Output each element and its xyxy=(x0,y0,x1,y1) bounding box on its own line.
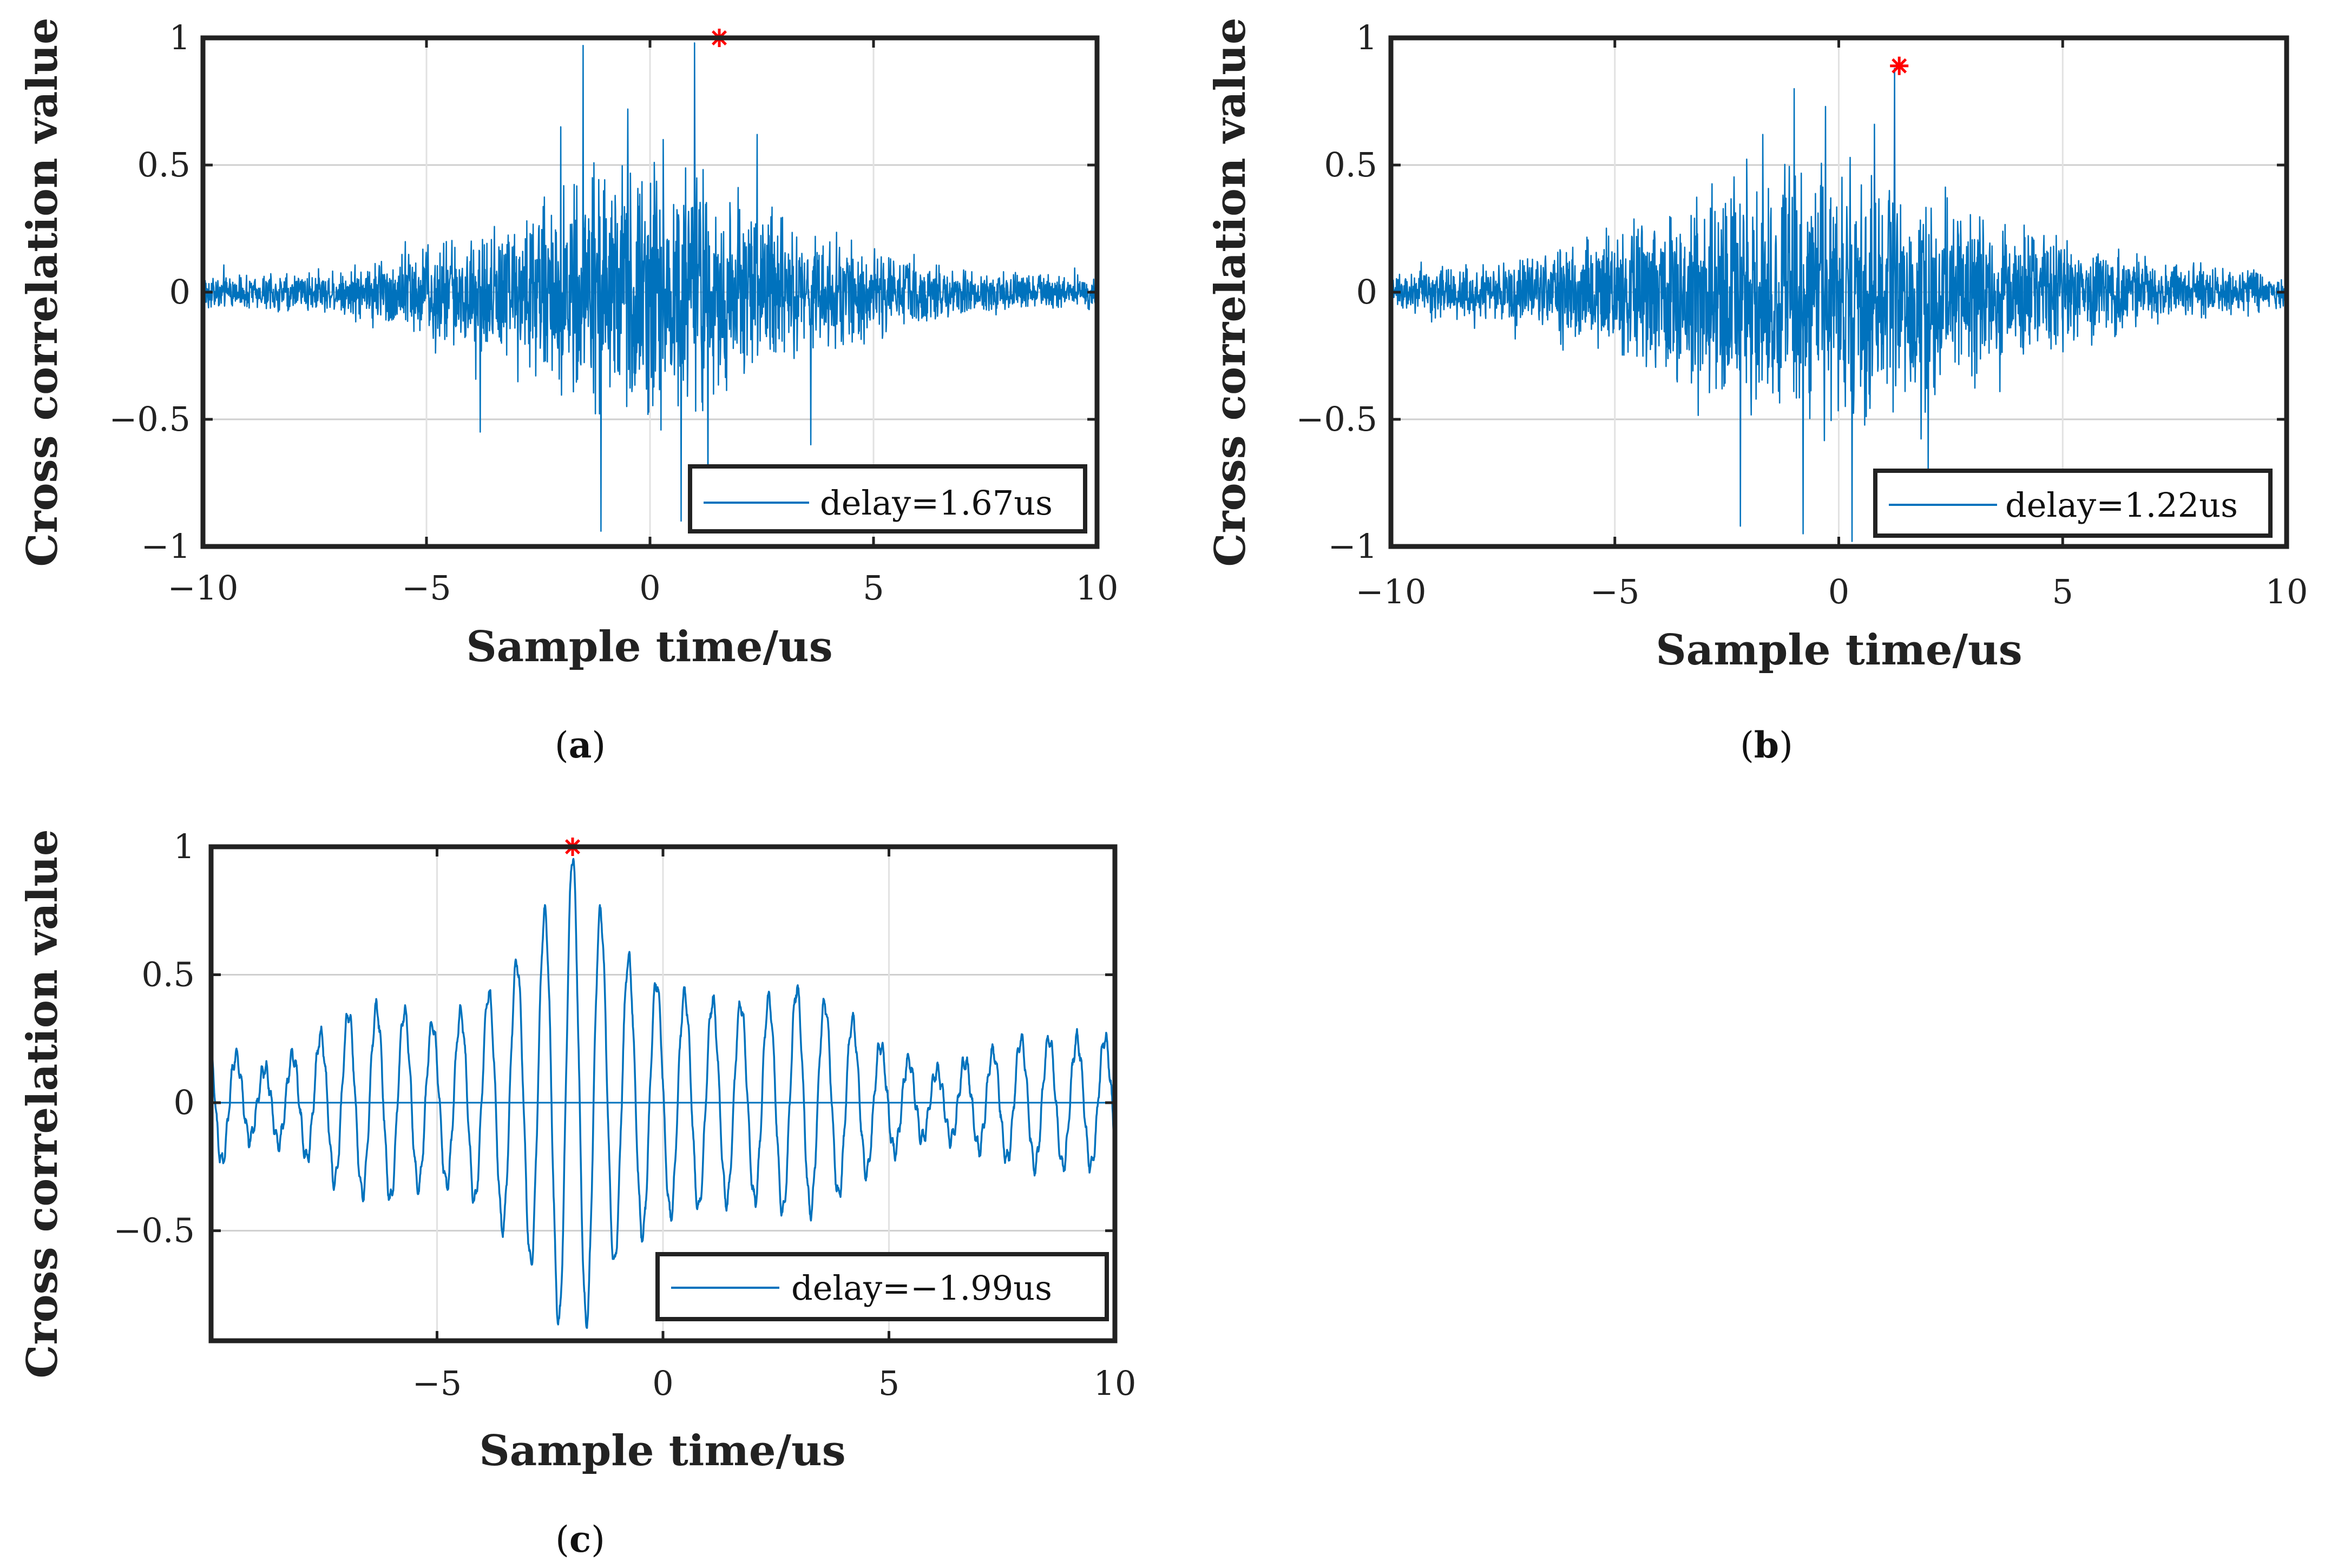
y-axis-label: Cross correlation value xyxy=(18,17,67,566)
plot-area: −5 0 5 10 1 0.5 0 −0.5 xyxy=(113,827,1136,1403)
y-tick-label: 1 xyxy=(174,827,195,866)
x-axis-label: Sample time/us xyxy=(479,1426,845,1475)
x-axis-label: Sample time/us xyxy=(1656,625,2022,675)
y-tick-label: −1 xyxy=(141,526,191,566)
x-tick-label: 5 xyxy=(2052,572,2073,611)
y-tick-label: 0 xyxy=(174,1083,195,1122)
x-tick-label: 0 xyxy=(639,568,660,608)
y-tick-label: 1 xyxy=(1356,18,1377,57)
x-tick-label: −5 xyxy=(1590,572,1639,611)
y-tick-label: 0 xyxy=(1356,272,1377,312)
y-tick-label: −0.5 xyxy=(1296,399,1377,439)
x-tick-label: −10 xyxy=(1356,572,1427,611)
panel-caption: (b) xyxy=(1740,724,1793,766)
y-axis-label: Cross correlation value xyxy=(1206,17,1255,566)
y-tick-label: 0.5 xyxy=(141,955,195,994)
x-tick-label: −10 xyxy=(168,568,239,608)
x-tick-label: 5 xyxy=(863,568,884,608)
y-tick-label: 1 xyxy=(169,18,191,57)
legend: delay=1.67us xyxy=(688,464,1087,533)
plot-area: −10 −5 0 5 10 1 0.5 0 −0.5 −1 xyxy=(109,18,1118,608)
panel-b: −10 −5 0 5 10 1 0.5 0 −0.5 −1 Cross correlation v… xyxy=(1206,17,2308,766)
legend-box xyxy=(1873,469,2273,538)
series-line xyxy=(210,858,1116,1329)
x-tick-label: 0 xyxy=(1828,572,1849,611)
peak-marker xyxy=(1890,56,1909,75)
y-axis-label: Cross correlation value xyxy=(18,829,67,1378)
series-line xyxy=(1390,68,2288,542)
x-tick-label: −5 xyxy=(402,568,451,608)
x-axis-label: Sample time/us xyxy=(466,622,832,671)
x-tick-label: 5 xyxy=(878,1363,899,1403)
x-tick-label: −5 xyxy=(412,1363,462,1403)
y-tick-label: 0.5 xyxy=(137,145,191,185)
y-tick-label: −0.5 xyxy=(109,399,191,439)
legend-label: delay=1.67us xyxy=(820,483,1053,523)
legend-label: delay=1.22us xyxy=(2005,485,2238,525)
panel-a: −10 −5 0 5 10 1 0.5 0 −0.5 −1 Cross correlation v… xyxy=(18,17,1118,766)
legend: delay=1.22us xyxy=(1873,469,2273,538)
legend-label: delay=−1.99us xyxy=(791,1268,1052,1308)
x-tick-label: 10 xyxy=(1094,1363,1137,1403)
y-tick-label: −1 xyxy=(1328,526,1377,566)
series-line xyxy=(202,42,1098,532)
panel-caption: (c) xyxy=(555,1518,605,1560)
plot-area: −10 −5 0 5 10 1 0.5 0 −0.5 −1 xyxy=(1296,18,2308,611)
legend: delay=−1.99us xyxy=(655,1252,1109,1321)
y-tick-label: −0.5 xyxy=(113,1211,195,1250)
panel-caption: (a) xyxy=(555,724,606,766)
x-tick-label: 0 xyxy=(652,1363,673,1403)
legend-box xyxy=(688,464,1087,533)
y-tick-label: 0.5 xyxy=(1324,145,1377,185)
x-tick-label: 10 xyxy=(2266,572,2308,611)
y-tick-label: 0 xyxy=(169,272,191,312)
x-tick-label: 10 xyxy=(1076,568,1119,608)
